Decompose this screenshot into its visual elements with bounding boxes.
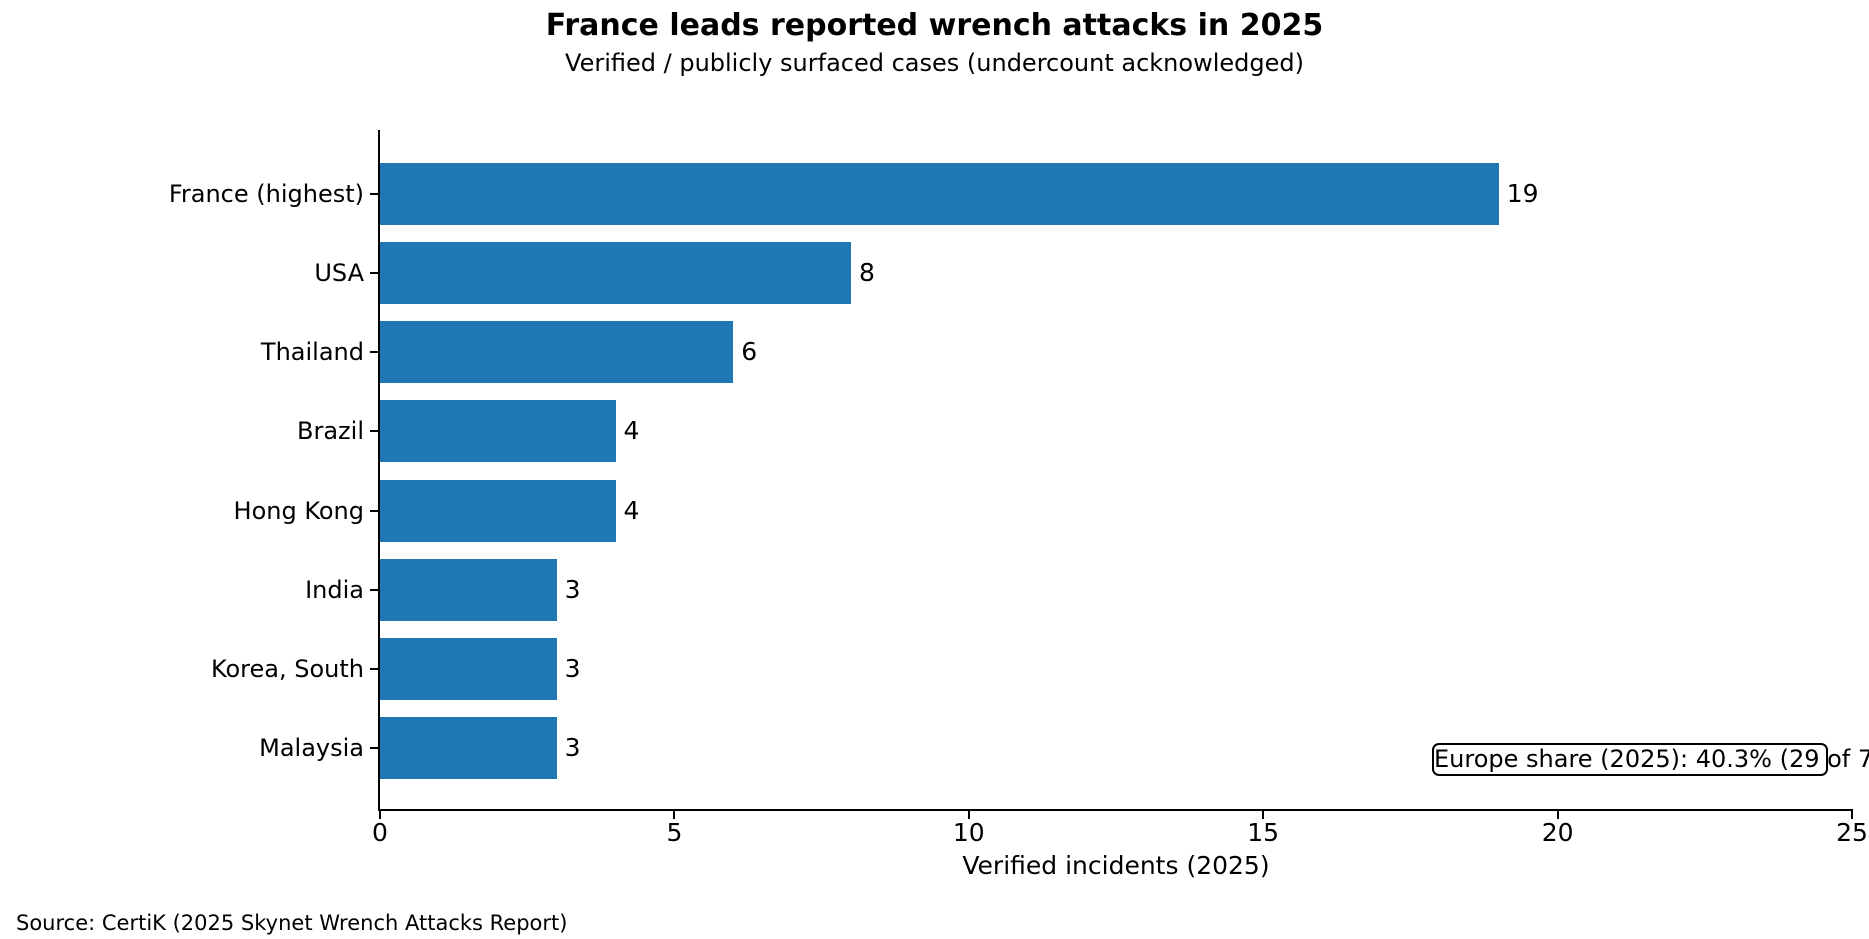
bar-value-label: 3 (564, 653, 581, 683)
bar (380, 717, 557, 779)
bar-value-label: 6 (741, 337, 758, 367)
bar (380, 163, 1499, 225)
x-tick-mark (967, 809, 970, 819)
x-tick-mark (379, 809, 381, 819)
plot-area: 19 8 6 4 4 3 3 3 0 5 10 15 20 25 Verified incidents (2… (370, 130, 1868, 880)
y-tick-mark (370, 351, 378, 354)
y-tick-mark (370, 272, 378, 275)
annotation-box: Europe share (2025): 40.3% (29 of 72) (1432, 743, 1869, 776)
y-tick-mark (370, 193, 378, 195)
y-tick-mark (370, 430, 378, 433)
x-tick-label: 0 (372, 818, 388, 847)
x-tick-label: 15 (1247, 818, 1280, 847)
bar-value-label: 8 (859, 258, 875, 288)
bar-value-label: 3 (564, 733, 581, 762)
x-axis-label: Verified incidents (2025) (962, 851, 1270, 880)
x-tick-label: 10 (952, 818, 985, 847)
x-tick-mark (673, 809, 676, 819)
bar-value-label: 19 (1506, 179, 1539, 208)
bar (380, 400, 616, 463)
y-tick-mark (370, 667, 378, 670)
y-tick-label: India (305, 575, 364, 604)
bar-value-label: 3 (564, 574, 581, 604)
bar (380, 242, 852, 305)
y-tick-label: Thailand (260, 338, 364, 367)
x-tick-mark (1556, 809, 1559, 819)
bar-value-label: 4 (623, 416, 640, 446)
y-tick-label: Hong Kong (233, 496, 364, 525)
annotation-text: Europe share (2025): 40.3% (29 of 72) (1434, 745, 1869, 773)
x-tick-label: 5 (666, 818, 683, 847)
source-note: Source: CertiK (2025 Skynet Wrench Attac… (16, 911, 568, 935)
y-tick-label: Korea, South (210, 654, 364, 683)
y-tick-mark (370, 509, 378, 512)
x-tick-label: 20 (1541, 818, 1574, 847)
chart-title: France leads reported wrench attacks in … (545, 8, 1324, 43)
x-tick-mark (1851, 809, 1853, 819)
bar-value-label: 4 (623, 495, 640, 525)
bar (380, 637, 557, 700)
y-tick-label: Malaysia (259, 734, 364, 762)
x-tick-label: 25 (1836, 818, 1868, 847)
y-tick-mark (370, 588, 378, 591)
chart-subtitle: Verified / publicly surfaced cases (unde… (565, 49, 1304, 77)
y-tick-label: Brazil (297, 417, 364, 446)
bar (380, 321, 734, 384)
x-tick-mark (1262, 809, 1265, 819)
bar (380, 558, 557, 621)
y-tick-mark (370, 747, 378, 749)
y-tick-label: USA (314, 259, 364, 288)
y-tick-label: France (highest) (168, 180, 364, 208)
bar (380, 479, 616, 542)
